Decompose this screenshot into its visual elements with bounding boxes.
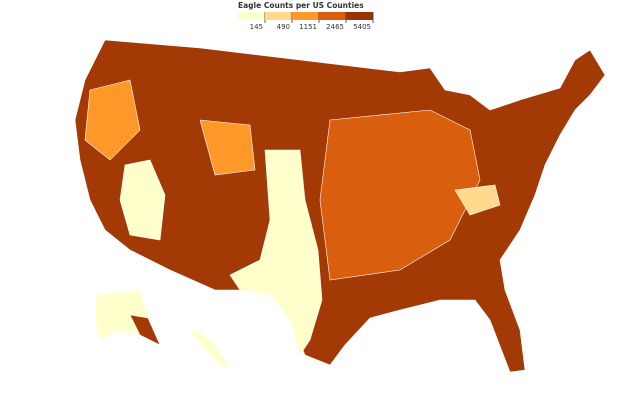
region-light	[454, 184, 501, 216]
region-orange	[319, 109, 481, 281]
legend-label: 1151	[299, 23, 317, 31]
region-orange	[199, 119, 256, 176]
legend-label: 145	[250, 23, 263, 31]
legend-swatch	[292, 12, 319, 20]
alaska-south	[129, 314, 161, 346]
legend-swatch	[319, 12, 346, 20]
region-light	[229, 149, 323, 356]
legend-label: 5405	[353, 23, 371, 31]
legend-title: Eagle Counts per US Counties	[238, 1, 364, 10]
legend-swatch	[238, 12, 265, 20]
legend-label: 490	[277, 23, 290, 31]
legend-swatch	[265, 12, 292, 20]
legend: 145 490 1151 2465 5405	[238, 12, 374, 31]
hawaii	[189, 329, 233, 369]
region-orange	[84, 79, 141, 161]
map-area	[74, 39, 606, 373]
legend-swatch	[346, 12, 373, 20]
region-light	[119, 159, 166, 241]
legend-label: 2465	[326, 23, 344, 31]
